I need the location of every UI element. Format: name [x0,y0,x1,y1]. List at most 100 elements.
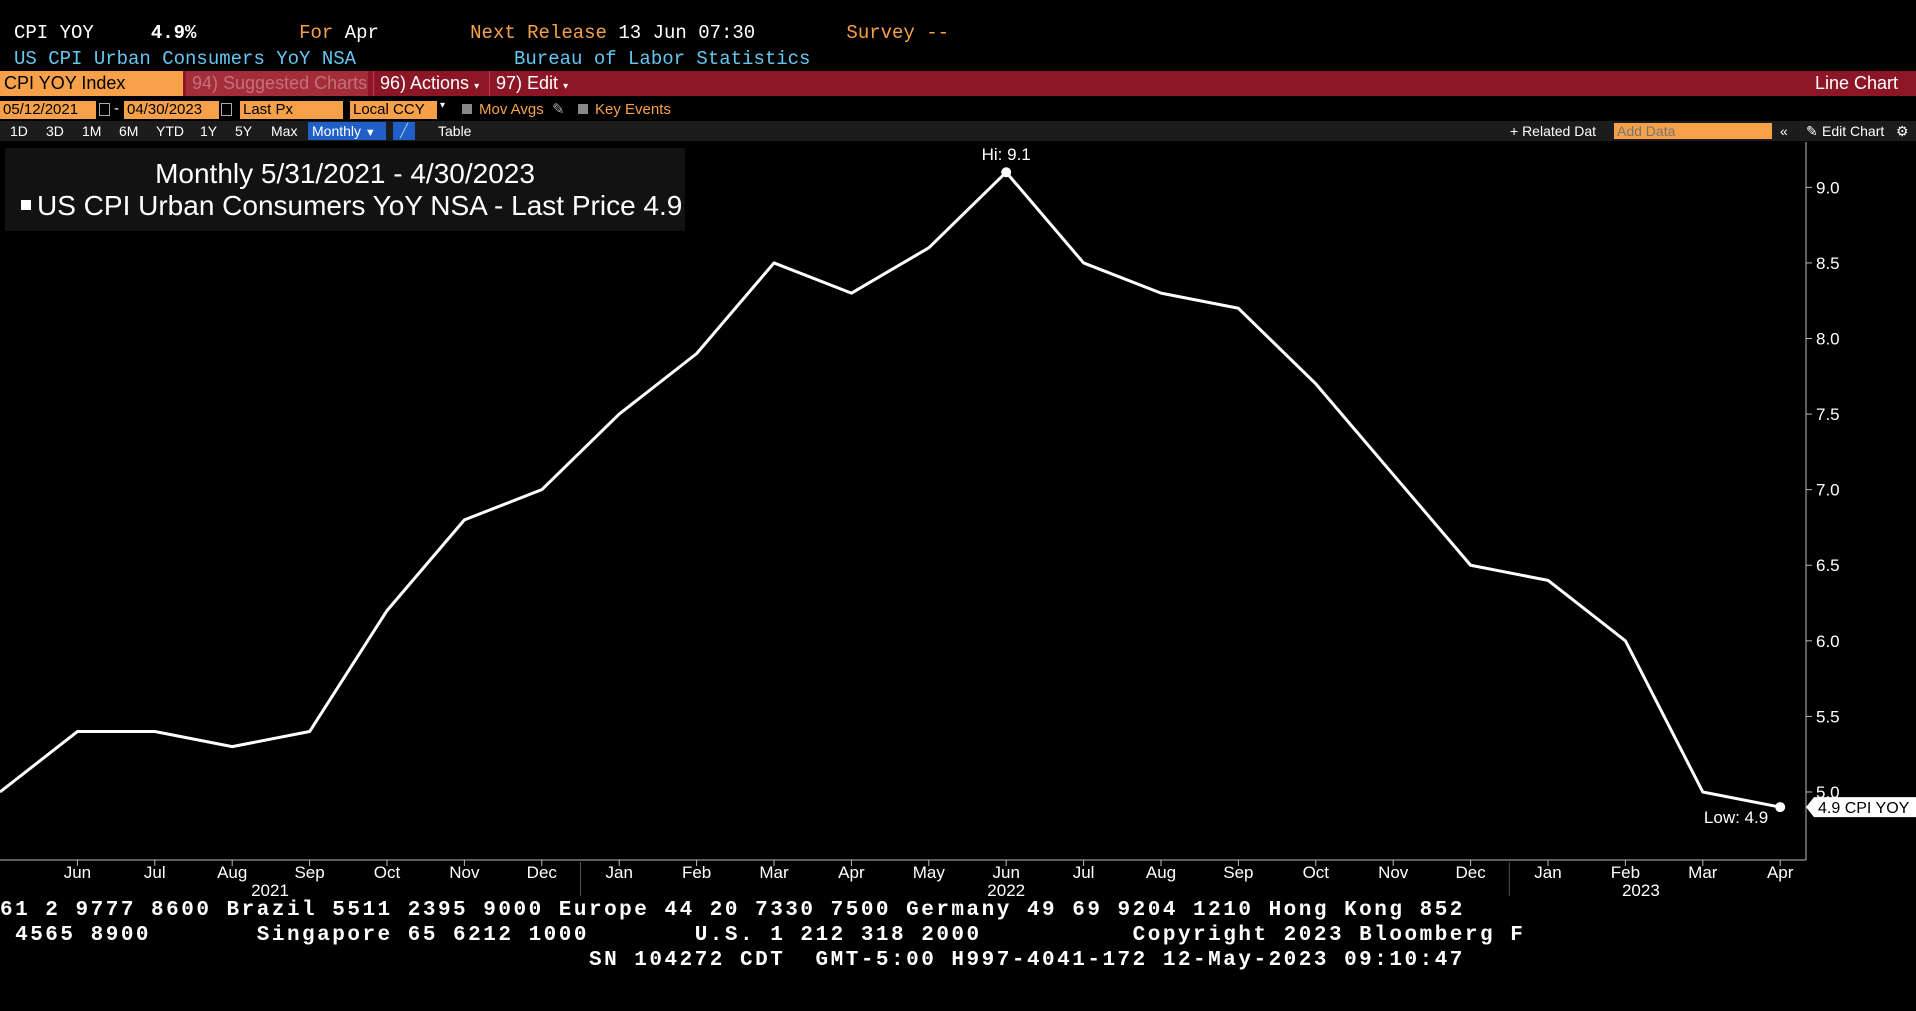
field-selector[interactable]: Last Px [240,101,343,119]
series-line [0,170,1781,809]
low-label: Low: 4.9 [1704,808,1768,827]
actions-menu[interactable]: 96) Actions ▾ [373,71,485,96]
header-description-line: US CPI Urban Consumers YoY NSA Bureau of… [14,48,810,70]
range-3d[interactable]: 3D [46,123,64,139]
footer-line-2: 4565 8900 Singapore 65 6212 1000 U.S. 1 … [0,924,1526,947]
currency-selector[interactable]: Local CCY [350,101,437,119]
y-tick-label: 6.0 [1816,632,1840,651]
range-1m[interactable]: 1M [82,123,102,139]
mov-avgs-checkbox[interactable] [462,104,472,114]
x-tick-label: Oct [374,863,401,882]
next-release-label: Next Release [470,22,607,44]
for-label: For [299,22,334,44]
chart-type-label: Line Chart [1814,73,1898,93]
edit-menu[interactable]: 97) Edit ▾ [489,71,573,96]
start-date-field[interactable]: 05/12/2021 [0,101,96,119]
survey-value: -- [926,22,950,44]
legend-title: Monthly 5/31/2021 - 4/30/2023 [155,158,535,189]
range-1y[interactable]: 1Y [200,123,218,139]
frequency-selector[interactable]: Monthly ▼ [308,122,386,140]
legend-series-label: US CPI Urban Consumers YoY NSA - Last Pr… [37,190,636,221]
y-tick-label: 9.0 [1816,178,1840,197]
x-tick-label: Apr [838,863,865,882]
security-field[interactable]: CPI YOY Index [0,71,183,96]
range-5y[interactable]: 5Y [235,123,253,139]
date-separator: - [114,100,119,117]
year-label: 2023 [1622,881,1660,898]
y-tick-label: 8.5 [1816,254,1840,273]
range-6m[interactable]: 6M [119,123,139,139]
for-value: Apr [344,22,379,44]
footer-line-3: SN 104272 CDT GMT-5:00 H997-4041-172 12-… [0,949,1465,972]
gear-icon[interactable]: ⚙ [1896,123,1909,139]
y-tick-label: 7.0 [1816,481,1840,500]
x-tick-label: Dec [527,863,558,882]
range-ytd[interactable]: YTD [156,123,184,139]
x-tick-label: May [913,863,946,882]
edit-chart-button[interactable]: Edit Chart [1822,123,1885,139]
x-tick-label: Mar [1688,863,1718,882]
legend-swatch [21,199,31,210]
header-quote-line: CPI YOY 4.9% For Apr Next Release 13 Jun… [14,22,949,44]
key-events-checkbox[interactable] [578,104,588,114]
x-tick-label: Dec [1455,863,1486,882]
range-1d[interactable]: 1D [10,123,28,139]
next-release-value: 13 Jun 07:30 [618,22,756,44]
range-bar: 1D 3D 1M 6M YTD 1Y 5Y Max Monthly ▼ ╱ Ta… [0,121,1916,141]
last-value: 4.9% [150,22,197,44]
x-tick-label: Nov [449,863,480,882]
x-tick-label: Jun [64,863,91,882]
hi-point [1001,167,1012,178]
x-tick-label: Jun [992,863,1019,882]
y-tick-label: 5.5 [1816,707,1840,726]
last-value-tag [1806,797,1916,818]
collapse-icon[interactable]: « [1780,123,1788,139]
series-description: US CPI Urban Consumers YoY NSA [14,48,357,70]
legend-last-value: 4.9 [643,190,683,221]
x-tick-label: Apr [1767,863,1794,882]
x-tick-label: Aug [217,863,247,882]
x-tick-label: Sep [1223,863,1253,882]
key-events-label[interactable]: Key Events [595,101,671,118]
suggested-charts-button[interactable]: 94) Suggested Charts [186,71,368,96]
pencil-icon[interactable]: ✎ [552,101,565,118]
x-tick-label: Jan [1534,863,1561,882]
line-chart-icon[interactable]: ╱ [393,122,415,140]
year-label: 2022 [987,881,1025,898]
chart-legend: Monthly 5/31/2021 - 4/30/2023 US CPI Urb… [5,148,685,231]
x-tick-label: Jul [144,863,166,882]
related-data-button[interactable]: + Related Dat [1510,123,1596,139]
ticker-label: CPI YOY [14,22,94,44]
table-button[interactable]: Table [438,123,472,139]
mov-avgs-label[interactable]: Mov Avgs [479,101,544,118]
pencil-icon[interactable]: ✎ [1806,123,1818,139]
frequency-label: Monthly [312,123,362,139]
chevron-down-icon: ▾ [474,81,480,92]
function-toolbar: CPI YOY Index 94) Suggested Charts 96) A… [0,71,1916,96]
footer-line-1: 61 2 9777 8600 Brazil 5511 2395 9000 Eur… [0,899,1465,922]
x-tick-label: Nov [1378,863,1409,882]
add-data-input[interactable] [1614,123,1772,139]
low-point [1775,802,1786,813]
x-tick-label: Jul [1073,863,1095,882]
x-tick-label: Feb [1611,863,1640,882]
x-tick-label: Feb [682,863,711,882]
chart-controls: 05/12/2021 - 04/30/2023 Last Px Local CC… [0,100,1916,120]
y-tick-label: 7.5 [1816,405,1840,424]
chevron-down-icon: ▼ [364,127,376,139]
x-tick-label: Jan [605,863,632,882]
calendar-icon[interactable] [221,103,232,116]
year-label: 2021 [251,881,289,898]
legend-series: US CPI Urban Consumers YoY NSA - Last Pr… [21,190,682,222]
x-tick-label: Aug [1146,863,1176,882]
x-tick-label: Sep [294,863,324,882]
calendar-icon[interactable] [99,103,110,116]
end-date-field[interactable]: 04/30/2023 [124,101,219,119]
chevron-down-icon[interactable]: ▾ [440,100,446,111]
x-tick-label: Oct [1303,863,1330,882]
chevron-down-icon: ▾ [563,81,569,92]
source-label: Bureau of Labor Statistics [514,48,811,70]
hi-label: Hi: 9.1 [982,145,1031,164]
range-max[interactable]: Max [271,123,298,139]
